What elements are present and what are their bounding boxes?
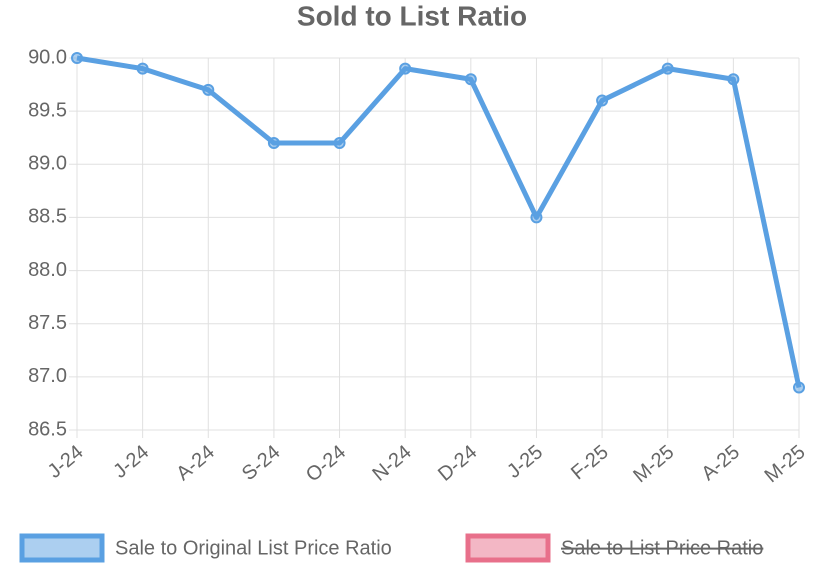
y-tick-label: 87.0 — [28, 365, 67, 387]
x-tick-label: J-25 — [503, 441, 547, 483]
legend-label: Sale to List Price Ratio — [561, 537, 763, 559]
data-point — [530, 211, 543, 224]
y-tick-label: 87.5 — [28, 312, 67, 334]
data-point — [793, 381, 805, 394]
x-tick-label: M-25 — [761, 441, 810, 487]
y-tick-label: 90.0 — [28, 46, 67, 68]
y-tick-label: 88.5 — [28, 206, 67, 228]
x-tick-label: A-25 — [697, 441, 744, 485]
data-point — [333, 137, 346, 150]
data-line — [76, 55, 802, 389]
y-tick-label: 86.5 — [28, 418, 67, 440]
data-point — [202, 83, 215, 96]
x-tick-label: S-24 — [238, 441, 285, 485]
data-point — [464, 73, 477, 86]
x-tick-label: O-24 — [302, 441, 350, 486]
data-point — [596, 94, 609, 107]
data-point — [399, 62, 412, 75]
x-tick-label: J-24 — [44, 441, 88, 483]
data-point — [136, 62, 149, 75]
legend-swatch — [465, 533, 551, 563]
x-tick-label: D-24 — [434, 441, 481, 486]
x-tick-label: J-24 — [109, 441, 153, 483]
y-tick-label: 89.0 — [28, 153, 67, 175]
data-point — [727, 73, 740, 86]
y-tick-label: 88.0 — [28, 259, 67, 281]
legend-label: Sale to Original List Price Ratio — [115, 537, 392, 559]
y-tick-label: 89.5 — [28, 99, 67, 121]
x-tick-label: A-24 — [172, 441, 219, 485]
data-point — [71, 52, 83, 64]
data-point — [661, 62, 674, 75]
x-tick-label: N-24 — [368, 441, 415, 486]
x-tick-label: F-25 — [567, 441, 613, 484]
data-point — [267, 137, 280, 150]
legend-swatch — [19, 533, 105, 563]
x-tick-label: M-25 — [629, 441, 678, 487]
chart-title: Sold to List Ratio — [297, 0, 527, 31]
